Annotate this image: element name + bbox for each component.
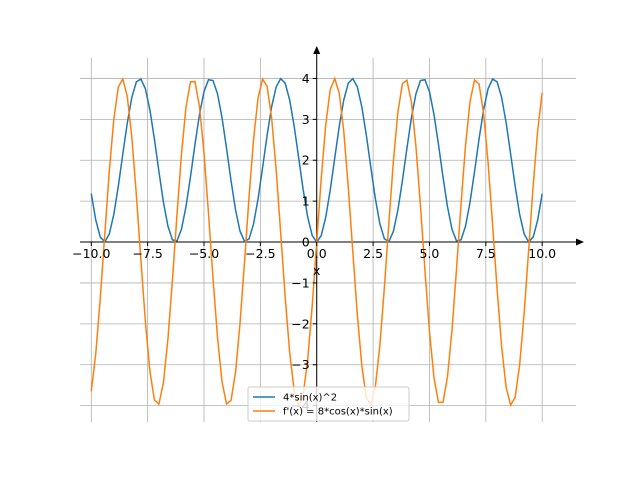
x-tick-label-8: 10.0	[528, 246, 556, 261]
y-tick-label-6: 2	[302, 153, 310, 168]
legend-label-0: 4*sin(x)^2	[283, 393, 337, 404]
x-tick-label-5: 2.5	[363, 246, 383, 261]
series-lines	[90, 76, 543, 408]
axes	[80, 46, 584, 422]
legend: 4*sin(x)^2 f'(x) = 8*cos(x)*sin(x)	[247, 386, 410, 422]
x-tick-label-4: 0.0	[307, 246, 327, 261]
legend-box	[247, 386, 410, 422]
x-tick-label-2: −5.0	[189, 246, 219, 261]
y-tick-label-5: 1	[302, 194, 310, 209]
y-tick-label-7: 3	[302, 112, 310, 127]
legend-label-1: f'(x) = 8*cos(x)*sin(x)	[283, 407, 393, 418]
x-tick-label-0: −10.0	[72, 246, 110, 261]
series-line-1	[90, 76, 543, 408]
x-axis-arrow	[576, 238, 584, 246]
x-tick-label-1: −7.5	[132, 246, 162, 261]
y-tick-label-3: −1	[291, 275, 309, 290]
y-axis-arrow	[313, 46, 321, 54]
x-tick-label-3: −2.5	[245, 246, 275, 261]
x-tick-label-6: 5.0	[420, 246, 440, 261]
y-tick-label-2: −2	[291, 316, 309, 331]
x-axis-label: x	[313, 263, 320, 278]
y-tick-label-1: −3	[291, 357, 309, 372]
x-tick-label-7: 7.5	[476, 246, 496, 261]
y-tick-label-8: 4	[302, 71, 310, 86]
y-tick-label-4: 0	[302, 235, 310, 250]
tick-labels: −10.0−7.5−5.0−2.50.02.55.07.510.0−4−3−2−…	[72, 71, 556, 413]
